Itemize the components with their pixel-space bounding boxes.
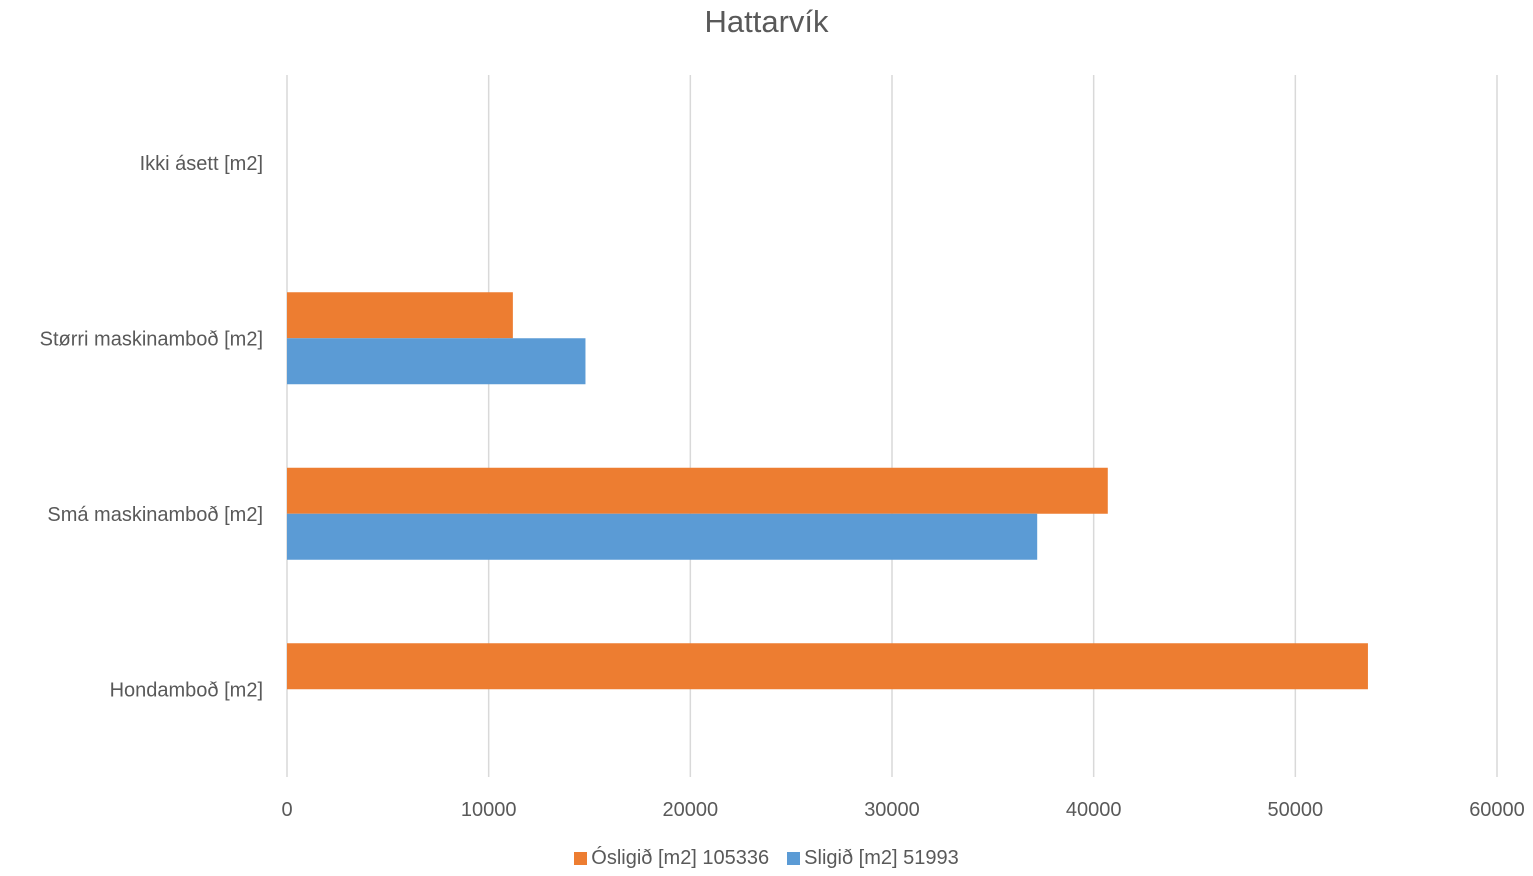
- legend: Óslig­ið [m2] 105336 Sligið [m2] 51993: [0, 847, 1533, 870]
- category-label: Smá maskinamboð [m2]: [47, 504, 263, 526]
- legend-swatch-unpaved: [574, 852, 588, 865]
- legend-label-unpaved: Óslig­ið [m2] 105336: [591, 847, 770, 869]
- x-tick-label: 60000: [1469, 799, 1525, 821]
- x-tick-label: 50000: [1268, 799, 1324, 821]
- legend-item-unpaved: Óslig­ið [m2] 105336: [574, 847, 769, 870]
- x-tick-label: 30000: [864, 799, 920, 821]
- category-label: Hondamboð [m2]: [110, 679, 263, 701]
- x-tick-label: 10000: [461, 799, 517, 821]
- bar-unpaved: [287, 292, 513, 339]
- category-label: Størri maskinamboð [m2]: [40, 328, 263, 350]
- legend-label-paved: Sligið [m2] 51993: [804, 847, 959, 869]
- bars: [287, 292, 1368, 690]
- bar-paved: [287, 513, 1038, 560]
- legend-swatch-paved: [787, 852, 801, 865]
- x-axis-ticks: 0 10000 20000 30000 40000 50000 60000: [281, 799, 1524, 821]
- x-tick-label: 40000: [1066, 799, 1122, 821]
- chart-title: Hattarvík: [704, 4, 829, 39]
- bar-unpaved: [287, 467, 1108, 514]
- category-labels: Hondamboð [m2] Smá maskinamboð [m2] Størri…: [40, 153, 263, 702]
- bar-paved: [287, 338, 586, 385]
- x-tick-label: 20000: [663, 799, 719, 821]
- legend-item-paved: Sligið [m2] 51993: [787, 847, 959, 870]
- category-label: Ikki ásett [m2]: [140, 153, 263, 175]
- x-tick-label: 0: [281, 799, 292, 821]
- bar-unpaved: [287, 643, 1368, 690]
